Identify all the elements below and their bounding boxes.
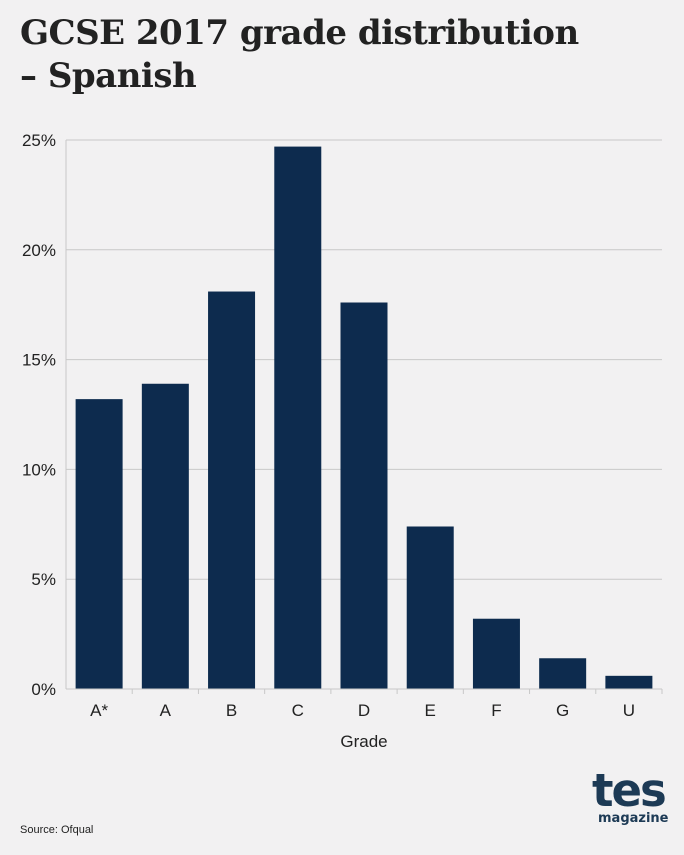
- x-tick-label: A: [160, 701, 172, 720]
- x-tick-label: U: [623, 701, 635, 720]
- y-tick-label: 0%: [31, 680, 56, 699]
- y-tick-label: 20%: [22, 241, 56, 260]
- x-tick-label: A*: [90, 701, 108, 720]
- bar-a: [141, 383, 189, 689]
- chart-title-line-1: GCSE 2017 grade distribution: [20, 13, 579, 53]
- x-axis-title: Grade: [340, 732, 387, 751]
- bar-g: [539, 658, 587, 689]
- bar-e: [406, 526, 454, 689]
- x-axis-tick-labels: A* A B C D E F G U: [90, 689, 663, 720]
- y-tick-label: 10%: [22, 460, 56, 479]
- bars: [75, 146, 653, 689]
- bar-a-star: [75, 399, 123, 689]
- x-tick-label: G: [556, 701, 569, 720]
- y-tick-label: 15%: [22, 351, 56, 370]
- bar-f: [472, 618, 520, 689]
- x-tick-label: B: [226, 701, 237, 720]
- bar-c: [274, 146, 322, 689]
- source-note: Source: Ofqual: [20, 824, 94, 836]
- bar-u: [605, 675, 653, 689]
- y-axis-tick-labels: 0% 5% 10% 15% 20% 25%: [22, 131, 56, 699]
- x-tick-label: D: [358, 701, 370, 720]
- chart-title: GCSE 2017 grade distribution – Spanish: [20, 12, 660, 98]
- tes-magazine-logo: tes magazine: [592, 764, 669, 826]
- x-tick-label: C: [292, 701, 304, 720]
- y-tick-label: 5%: [31, 570, 56, 589]
- x-tick-label: E: [425, 701, 436, 720]
- x-tick-label: F: [491, 701, 501, 720]
- bar-chart: 0% 5% 10% 15% 20% 25% A* A B C D E F G U Grade: [22, 131, 663, 751]
- chart-title-line-2: – Spanish: [20, 56, 197, 96]
- bar-b: [208, 291, 256, 689]
- bar-d: [340, 302, 388, 689]
- y-tick-label: 25%: [22, 131, 56, 150]
- logo-subtitle: magazine: [598, 811, 669, 826]
- logo-wordmark: tes: [592, 764, 667, 817]
